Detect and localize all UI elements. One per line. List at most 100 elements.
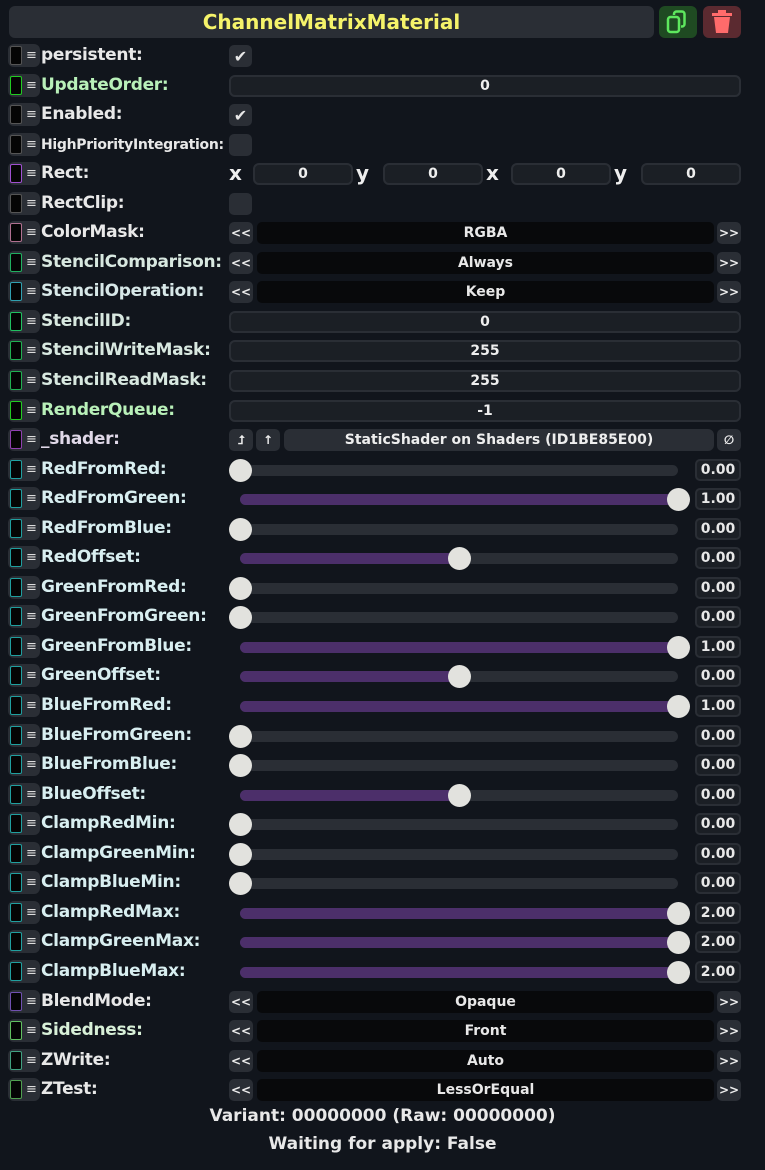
hamburger-icon[interactable]: ≡ (26, 727, 37, 743)
previous-button[interactable]: << (229, 990, 253, 1013)
slider-value[interactable]: 0.00 (695, 842, 741, 865)
hamburger-icon[interactable]: ≡ (26, 107, 37, 123)
rect-input[interactable]: 0 (641, 163, 741, 186)
next-button[interactable]: >> (717, 990, 741, 1013)
hamburger-icon[interactable]: ≡ (26, 698, 37, 714)
next-button[interactable]: >> (717, 222, 741, 245)
hamburger-icon[interactable]: ≡ (26, 461, 37, 477)
hamburger-icon[interactable]: ≡ (26, 668, 37, 684)
hamburger-icon[interactable]: ≡ (26, 195, 37, 211)
open-inspector-button[interactable]: ⮥ (229, 429, 253, 452)
slider-value[interactable]: 0.00 (695, 576, 741, 599)
slider-thumb[interactable] (448, 665, 471, 689)
slider-track[interactable] (229, 458, 678, 482)
slider-value[interactable]: 0.00 (695, 458, 741, 481)
hamburger-icon[interactable]: ≡ (26, 786, 37, 802)
next-button[interactable]: >> (717, 251, 741, 274)
reference-field[interactable]: StaticShader on Shaders (ID1BE85E00) (284, 429, 714, 452)
next-button[interactable]: >> (717, 1049, 741, 1072)
hamburger-icon[interactable]: ≡ (26, 254, 37, 270)
hamburger-icon[interactable]: ≡ (26, 48, 37, 63)
previous-button[interactable]: << (229, 1049, 253, 1072)
slider-thumb[interactable] (229, 813, 252, 837)
slider-value[interactable]: 0.00 (695, 547, 741, 570)
hamburger-icon[interactable]: ≡ (26, 284, 37, 300)
slider-track[interactable] (240, 695, 690, 719)
slider-track[interactable] (229, 842, 678, 866)
hamburger-icon[interactable]: ≡ (26, 845, 37, 861)
slider-value[interactable]: 1.00 (695, 488, 741, 511)
slider-track[interactable] (229, 606, 678, 630)
slider-thumb[interactable] (667, 695, 690, 719)
slider-thumb[interactable] (229, 754, 252, 778)
rect-input[interactable]: 0 (253, 163, 353, 186)
hamburger-icon[interactable]: ≡ (26, 432, 37, 448)
enum-value[interactable]: Auto (257, 1049, 714, 1072)
clear-reference-button[interactable]: ∅ (717, 429, 741, 452)
hamburger-icon[interactable]: ≡ (26, 520, 37, 536)
slider-thumb[interactable] (229, 458, 252, 482)
hamburger-icon[interactable]: ≡ (26, 934, 37, 950)
hamburger-icon[interactable]: ≡ (26, 550, 37, 566)
slider-thumb[interactable] (667, 488, 690, 512)
hamburger-icon[interactable]: ≡ (26, 491, 37, 507)
hamburger-icon[interactable]: ≡ (26, 166, 37, 182)
slider-thumb[interactable] (667, 901, 690, 925)
slider-track[interactable] (229, 872, 678, 896)
hamburger-icon[interactable]: ≡ (26, 343, 37, 359)
next-button[interactable]: >> (717, 1020, 741, 1043)
slider-value[interactable]: 0.00 (695, 517, 741, 540)
enum-value[interactable]: Opaque (257, 990, 714, 1013)
slider-thumb[interactable] (667, 960, 690, 984)
slider-value[interactable]: 2.00 (695, 901, 741, 924)
checkbox[interactable]: ✔ (229, 104, 252, 127)
enum-value[interactable]: RGBA (257, 222, 714, 245)
hamburger-icon[interactable]: ≡ (26, 816, 37, 832)
previous-button[interactable]: << (229, 281, 253, 304)
slider-value[interactable]: 0.00 (695, 872, 741, 895)
hamburger-icon[interactable]: ≡ (26, 1023, 37, 1039)
slider-track[interactable] (240, 665, 678, 689)
slider-track[interactable] (240, 960, 690, 984)
slider-thumb[interactable] (667, 931, 690, 955)
slider-thumb[interactable] (229, 872, 252, 896)
hamburger-icon[interactable]: ≡ (26, 904, 37, 920)
slider-track[interactable] (229, 517, 678, 541)
hamburger-icon[interactable]: ≡ (26, 77, 37, 93)
enum-value[interactable]: LessOrEqual (257, 1079, 714, 1102)
slider-track[interactable] (240, 931, 690, 955)
slider-thumb[interactable] (229, 724, 252, 748)
slider-track[interactable] (240, 783, 678, 807)
hamburger-icon[interactable]: ≡ (26, 757, 37, 773)
duplicate-button[interactable] (659, 6, 697, 38)
enum-value[interactable]: Front (257, 1020, 714, 1043)
hamburger-icon[interactable]: ≡ (26, 313, 37, 329)
delete-button[interactable] (703, 6, 741, 38)
previous-button[interactable]: << (229, 251, 253, 274)
next-button[interactable]: >> (717, 1079, 741, 1102)
enum-value[interactable]: Always (257, 251, 714, 274)
slider-value[interactable]: 0.00 (695, 724, 741, 747)
slider-value[interactable]: 0.00 (695, 665, 741, 688)
slider-track[interactable] (240, 488, 690, 512)
hamburger-icon[interactable]: ≡ (26, 1052, 37, 1068)
number-input[interactable]: 255 (229, 370, 741, 393)
next-button[interactable]: >> (717, 281, 741, 304)
slider-thumb[interactable] (448, 547, 471, 571)
hamburger-icon[interactable]: ≡ (26, 993, 37, 1009)
slider-track[interactable] (229, 724, 678, 748)
enum-value[interactable]: Keep (257, 281, 714, 304)
slider-value[interactable]: 1.00 (695, 695, 741, 718)
hamburger-icon[interactable]: ≡ (26, 136, 37, 152)
number-input[interactable]: -1 (229, 399, 741, 422)
slider-track[interactable] (229, 576, 678, 600)
jump-to-button[interactable]: ↑ (256, 429, 280, 452)
slider-thumb[interactable] (229, 517, 252, 541)
hamburger-icon[interactable]: ≡ (26, 638, 37, 654)
slider-value[interactable]: 2.00 (695, 960, 741, 983)
slider-track[interactable] (240, 547, 678, 571)
number-input[interactable]: 0 (229, 310, 741, 333)
slider-track[interactable] (229, 754, 678, 778)
slider-track[interactable] (240, 901, 690, 925)
slider-thumb[interactable] (448, 783, 471, 807)
